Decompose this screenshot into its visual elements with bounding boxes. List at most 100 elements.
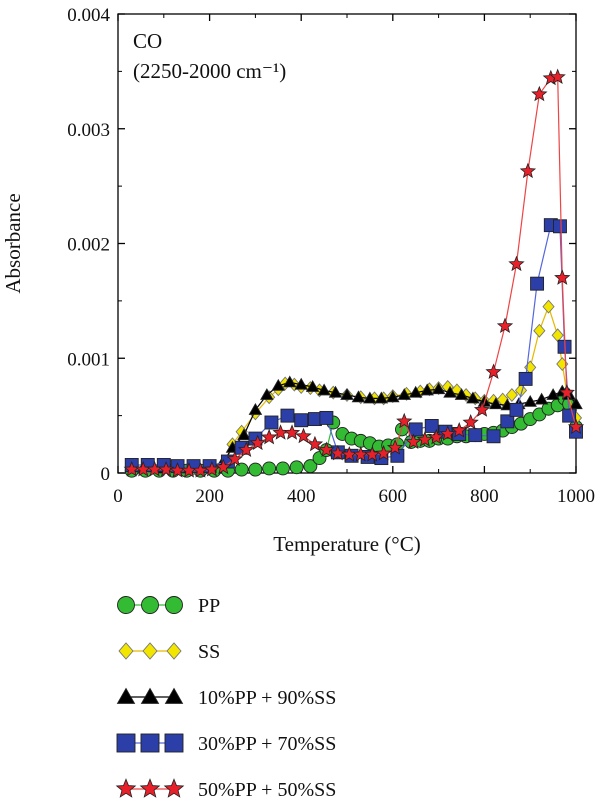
legend-label: PP (198, 595, 220, 617)
data-point (318, 441, 335, 457)
y-tick-label: 0 (101, 464, 111, 485)
x-tick-label: 200 (195, 486, 224, 507)
legend-marker (118, 642, 134, 660)
data-point (416, 431, 434, 447)
data-point (554, 269, 571, 285)
y-tick-label: 0.001 (67, 349, 110, 370)
data-point (271, 378, 286, 391)
data-point (329, 444, 346, 461)
data-point (558, 384, 575, 400)
data-point (295, 427, 312, 444)
data-point (549, 68, 566, 85)
legend-marker (141, 596, 159, 614)
data-point (473, 401, 491, 417)
annotation-wavenumber-range: (2250-2000 cm⁻¹) (133, 59, 286, 83)
data-point (531, 85, 548, 102)
plot-area: 0 200 400 600 800 1000 0 0.001 0.002 0.003 0.004 (67, 5, 595, 507)
data-point (237, 428, 251, 441)
data-point (294, 413, 309, 428)
data-point (408, 385, 423, 398)
x-tick-label: 600 (379, 486, 408, 507)
data-point (363, 391, 377, 404)
data-point (305, 380, 320, 392)
data-point (397, 388, 412, 400)
data-point (454, 388, 469, 400)
legend-item: SS (118, 641, 220, 663)
legend: PP SS 10%PP + 90%SS 30%PP + 70%SS 50%PP + 50… (115, 595, 336, 801)
data-point (505, 387, 518, 402)
legend-marker (115, 778, 137, 798)
legend-label: 30%PP + 70%SS (198, 733, 336, 755)
data-point (496, 317, 514, 334)
data-point (509, 402, 524, 417)
legend-label: SS (198, 641, 220, 663)
data-point (485, 363, 502, 379)
data-point (215, 458, 232, 475)
series-50-pp-50-ss (123, 68, 585, 478)
x-tick-label: 1000 (557, 486, 595, 507)
data-point (519, 162, 537, 179)
data-point (569, 397, 583, 410)
data-point (306, 435, 324, 452)
data-point (234, 462, 249, 477)
y-axis-label: Absorbance (1, 193, 25, 293)
legend-marker (163, 778, 185, 798)
data-point (486, 429, 501, 444)
data-point (249, 434, 266, 451)
legend-item: 30%PP + 70%SS (116, 733, 336, 755)
legend-label: 50%PP + 50%SS (198, 779, 336, 801)
data-point (328, 385, 343, 398)
data-point (518, 371, 533, 386)
data-point (264, 415, 279, 430)
data-point (238, 441, 255, 457)
data-point (282, 375, 297, 388)
data-point (567, 418, 585, 435)
data-point (500, 414, 515, 429)
data-point (294, 377, 308, 390)
data-point (303, 459, 318, 474)
data-point (451, 421, 468, 438)
series-ss (125, 299, 583, 476)
data-point (533, 323, 546, 338)
data-point (428, 428, 445, 445)
data-point (551, 328, 564, 343)
series-line (131, 76, 577, 472)
x-tick-label: 800 (470, 486, 499, 507)
data-point (374, 391, 389, 404)
data-point (248, 462, 263, 477)
data-point (523, 394, 537, 407)
data-point (260, 428, 278, 445)
legend-marker (164, 733, 184, 753)
data-point (534, 392, 549, 405)
data-point (489, 397, 503, 410)
legend-marker (140, 687, 160, 704)
data-point (542, 299, 555, 314)
data-point (424, 419, 439, 433)
legend-marker (116, 687, 136, 704)
data-point (340, 388, 354, 400)
data-point (351, 390, 366, 403)
data-point (508, 255, 525, 272)
legend-label: 10%PP + 90%SS (198, 687, 336, 709)
y-tick-label: 0.003 (67, 120, 110, 141)
data-point (466, 391, 480, 404)
data-point (157, 460, 175, 477)
data-point (396, 412, 413, 429)
annotation-species: CO (133, 29, 162, 53)
x-tick-label: 400 (287, 486, 316, 507)
legend-marker (139, 778, 161, 798)
data-point (280, 408, 295, 423)
y-tick-label: 0.002 (67, 235, 110, 256)
legend-marker (166, 642, 182, 660)
data-point (439, 425, 456, 441)
legend-item: 10%PP + 90%SS (116, 687, 336, 709)
data-point (317, 383, 331, 396)
y-tick-label: 0.004 (67, 5, 110, 26)
x-tick-label: 0 (113, 486, 123, 507)
data-point (275, 461, 290, 476)
legend-marker (116, 733, 136, 753)
data-point (203, 460, 221, 477)
legend-marker (117, 596, 135, 614)
data-point (431, 382, 446, 395)
